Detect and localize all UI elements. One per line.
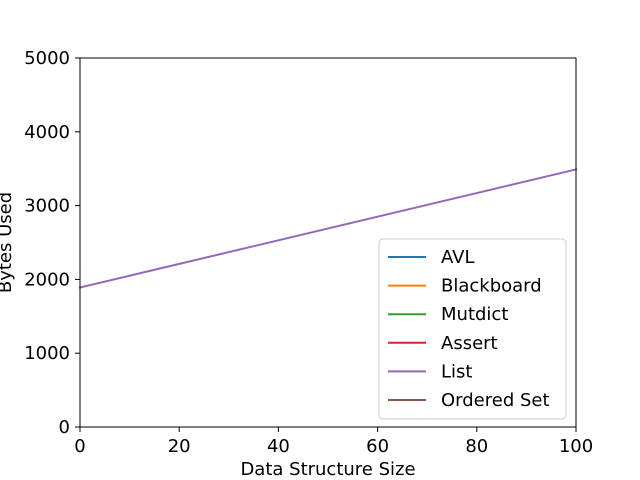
- x-tick-label: 80: [465, 436, 488, 457]
- series-layer: [78, 168, 578, 289]
- y-tick-label: 3000: [24, 196, 70, 217]
- y-tick-label: 1000: [24, 343, 70, 364]
- legend: AVL Blackboard Mutdict Assert List Ordered Se…: [378, 238, 567, 420]
- legend-label-avl: AVL: [441, 247, 475, 268]
- y-axis-label: Bytes Used: [0, 192, 16, 293]
- x-tick-label: 40: [267, 436, 290, 457]
- plot-frame: [79, 57, 577, 428]
- legend-label-blackboard: Blackboard: [441, 276, 542, 297]
- y-tick-label: 5000: [24, 48, 70, 69]
- legend-label-list: List: [441, 361, 472, 382]
- x-axis-label: Data Structure Size: [240, 459, 415, 480]
- x-tick-label: 0: [74, 436, 85, 457]
- x-tick-label: 100: [559, 436, 593, 457]
- legend-box: [378, 238, 567, 420]
- series-line-list: [78, 168, 578, 289]
- legend-label-mutdict: Mutdict: [441, 304, 508, 325]
- y-axis: 0 1000 2000 3000 4000 5000: [24, 48, 80, 438]
- legend-label-ordered-set: Ordered Set: [441, 390, 550, 411]
- x-tick-label: 60: [366, 436, 389, 457]
- x-tick-label: 20: [168, 436, 191, 457]
- y-tick-label: 4000: [24, 122, 70, 143]
- y-tick-label: 2000: [24, 269, 70, 290]
- legend-label-assert: Assert: [441, 333, 498, 354]
- x-axis: 0 20 40 60 80 100: [74, 427, 593, 457]
- y-tick-label: 0: [59, 417, 70, 438]
